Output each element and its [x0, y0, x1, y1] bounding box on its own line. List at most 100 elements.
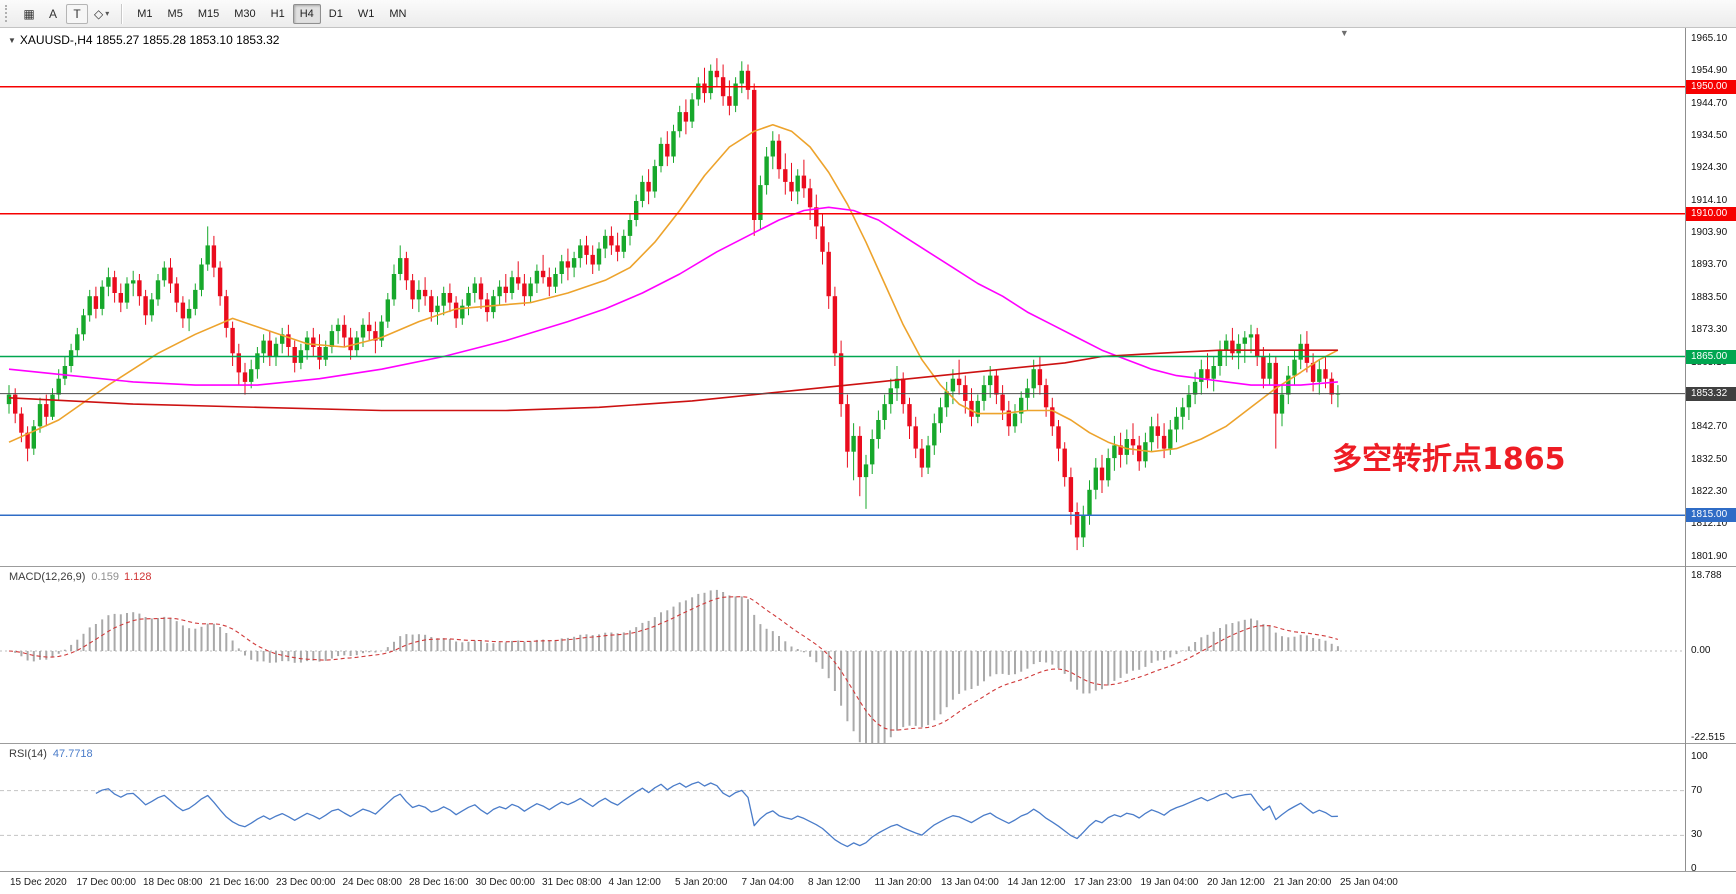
candle[interactable] — [25, 426, 30, 462]
candle[interactable] — [1310, 353, 1316, 392]
candle[interactable] — [1037, 356, 1043, 395]
candle[interactable] — [975, 394, 980, 424]
candle[interactable] — [1279, 385, 1285, 427]
candle[interactable] — [981, 375, 987, 411]
candle[interactable] — [540, 254, 546, 284]
candle[interactable] — [1199, 359, 1204, 395]
candle[interactable] — [143, 289, 148, 325]
candle[interactable] — [112, 270, 117, 303]
candle[interactable] — [1093, 458, 1098, 500]
candle[interactable] — [776, 134, 782, 179]
candle[interactable] — [863, 454, 869, 509]
candle[interactable] — [211, 235, 217, 278]
candle[interactable] — [894, 366, 900, 401]
candle[interactable] — [522, 274, 527, 306]
timeframe-button-D1[interactable]: D1 — [322, 4, 350, 24]
candle[interactable] — [714, 58, 720, 87]
text-label-tool-button[interactable]: T — [66, 3, 88, 24]
candle[interactable] — [106, 267, 111, 297]
candle[interactable] — [534, 264, 540, 294]
candle[interactable] — [739, 61, 744, 94]
candle[interactable] — [1298, 334, 1303, 370]
candle[interactable] — [1099, 454, 1105, 493]
candle[interactable] — [398, 245, 403, 281]
candle[interactable] — [87, 289, 92, 322]
toolbar-gripper[interactable] — [5, 5, 11, 22]
candle[interactable] — [851, 423, 856, 481]
candle[interactable] — [1118, 432, 1123, 468]
candle[interactable] — [1081, 505, 1086, 547]
candle[interactable] — [547, 267, 552, 297]
candle[interactable] — [1236, 334, 1241, 370]
candle[interactable] — [503, 274, 508, 303]
collapse-arrow-icon[interactable]: ▼ — [8, 36, 16, 45]
candle[interactable] — [758, 175, 763, 230]
candle[interactable] — [584, 235, 589, 265]
candle[interactable] — [1062, 442, 1067, 487]
shapes-dropdown-button[interactable]: ◇ ▾ — [90, 4, 113, 24]
candle[interactable] — [627, 213, 633, 246]
candle[interactable] — [1155, 413, 1160, 449]
candle[interactable] — [745, 64, 751, 100]
candle[interactable] — [50, 388, 55, 420]
candle[interactable] — [155, 274, 161, 306]
candle[interactable] — [720, 64, 726, 106]
candle[interactable] — [410, 274, 415, 309]
candle[interactable] — [317, 334, 322, 370]
candle[interactable] — [124, 277, 130, 309]
candle[interactable] — [795, 169, 800, 205]
candle[interactable] — [149, 293, 154, 322]
candle[interactable] — [1329, 372, 1334, 405]
candle[interactable] — [783, 153, 788, 195]
candle[interactable] — [565, 248, 571, 281]
candle[interactable] — [845, 394, 850, 468]
ma-fast-orange[interactable] — [8, 124, 1339, 453]
ma-slow-red[interactable] — [8, 349, 1338, 412]
candle[interactable] — [696, 77, 701, 106]
candle[interactable] — [1230, 327, 1235, 360]
candle[interactable] — [988, 366, 993, 398]
candle[interactable] — [422, 277, 428, 306]
candle[interactable] — [379, 315, 384, 347]
candle[interactable] — [1242, 331, 1247, 363]
candle[interactable] — [1124, 429, 1129, 465]
candle[interactable] — [876, 410, 881, 449]
candle[interactable] — [118, 283, 123, 313]
candle[interactable] — [242, 362, 248, 395]
candle[interactable] — [261, 334, 266, 363]
candle[interactable] — [31, 420, 36, 455]
candle[interactable] — [1161, 423, 1167, 459]
candle[interactable] — [311, 327, 316, 357]
candle[interactable] — [162, 261, 167, 287]
timeframe-button-M30[interactable]: M30 — [227, 4, 262, 24]
candle[interactable] — [186, 299, 192, 332]
candle[interactable] — [180, 296, 186, 328]
candle[interactable] — [658, 137, 664, 173]
candle[interactable] — [1025, 378, 1030, 411]
candle[interactable] — [329, 324, 335, 354]
candle[interactable] — [1000, 385, 1005, 420]
chart-shift-marker[interactable]: ▼ — [1339, 28, 1349, 38]
candle[interactable] — [820, 213, 825, 265]
candle[interactable] — [702, 67, 707, 103]
candle[interactable] — [801, 159, 807, 198]
candle[interactable] — [174, 277, 179, 313]
rsi-canvas[interactable] — [0, 744, 1686, 871]
candle[interactable] — [485, 293, 490, 322]
candle[interactable] — [236, 343, 241, 386]
candle[interactable] — [994, 369, 999, 405]
price-chart-canvas[interactable] — [0, 28, 1686, 566]
candle[interactable] — [1335, 385, 1341, 408]
candle[interactable] — [838, 340, 844, 417]
candle[interactable] — [267, 331, 272, 366]
candle[interactable] — [609, 226, 614, 255]
candle[interactable] — [590, 245, 595, 274]
candle[interactable] — [689, 93, 695, 128]
candle[interactable] — [826, 242, 831, 309]
candle[interactable] — [764, 147, 769, 195]
candle[interactable] — [460, 299, 465, 325]
panel-divider-macd[interactable] — [0, 566, 1736, 567]
candle[interactable] — [205, 226, 210, 271]
candle[interactable] — [453, 296, 459, 328]
candle[interactable] — [1068, 467, 1074, 525]
